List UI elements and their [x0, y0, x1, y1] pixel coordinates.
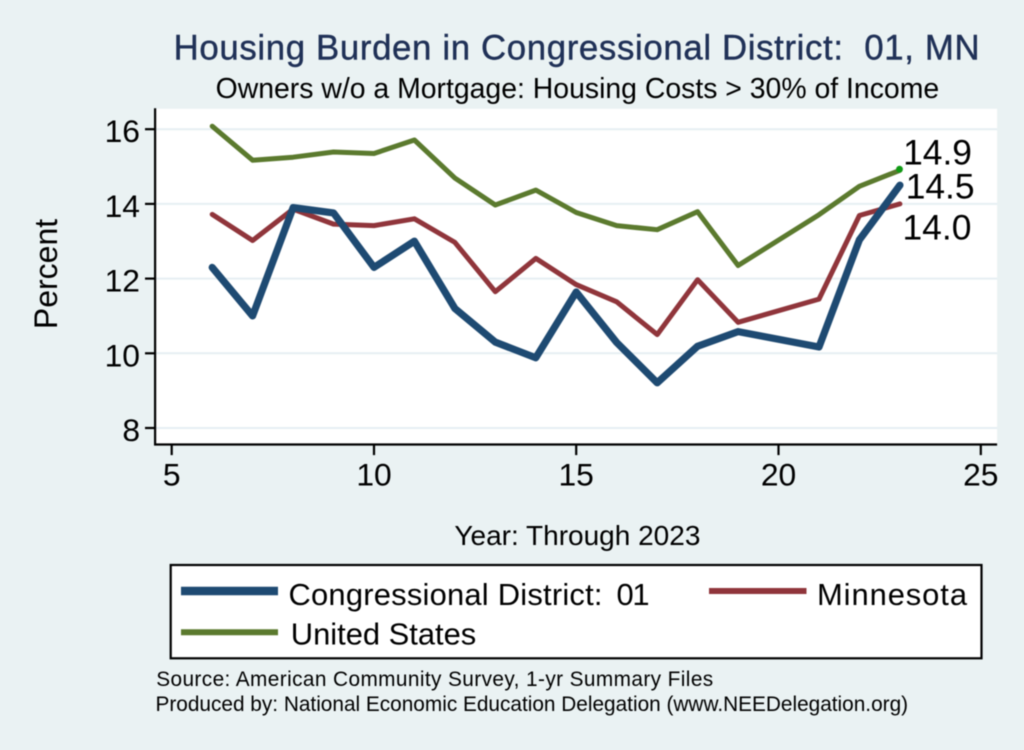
svg-text:14: 14	[105, 188, 140, 224]
svg-text:Minnesota: Minnesota	[817, 577, 968, 612]
svg-text:8: 8	[122, 412, 140, 448]
svg-text:01: 01	[617, 577, 650, 612]
svg-text:10: 10	[105, 337, 140, 373]
svg-text:14.5: 14.5	[906, 166, 975, 206]
svg-text:10: 10	[356, 457, 391, 493]
svg-text:25: 25	[963, 457, 998, 493]
svg-text:16: 16	[105, 113, 140, 149]
svg-text:Owners w/o a Mortgage: Housing: Owners w/o a Mortgage: Housing Costs > 3…	[216, 73, 940, 105]
svg-text:Congressional District:: Congressional District:	[289, 577, 603, 612]
svg-text:20: 20	[761, 457, 796, 493]
svg-text:14.0: 14.0	[903, 207, 972, 247]
svg-text:12: 12	[105, 263, 140, 299]
svg-text:Year: Through 2023: Year: Through 2023	[454, 520, 700, 551]
svg-text:Source: American Community Sur: Source: American Community Survey, 1-yr …	[156, 668, 713, 691]
svg-text:Produced by: National Economic: Produced by: National Economic Education…	[156, 693, 909, 716]
svg-text:5: 5	[163, 457, 181, 493]
svg-text:Percent: Percent	[28, 219, 64, 329]
svg-text:United States: United States	[291, 617, 476, 652]
svg-text:Housing Burden in Congressiona: Housing Burden in Congressional District…	[174, 29, 980, 68]
svg-text:14.9: 14.9	[903, 132, 972, 172]
svg-text:15: 15	[559, 457, 594, 493]
